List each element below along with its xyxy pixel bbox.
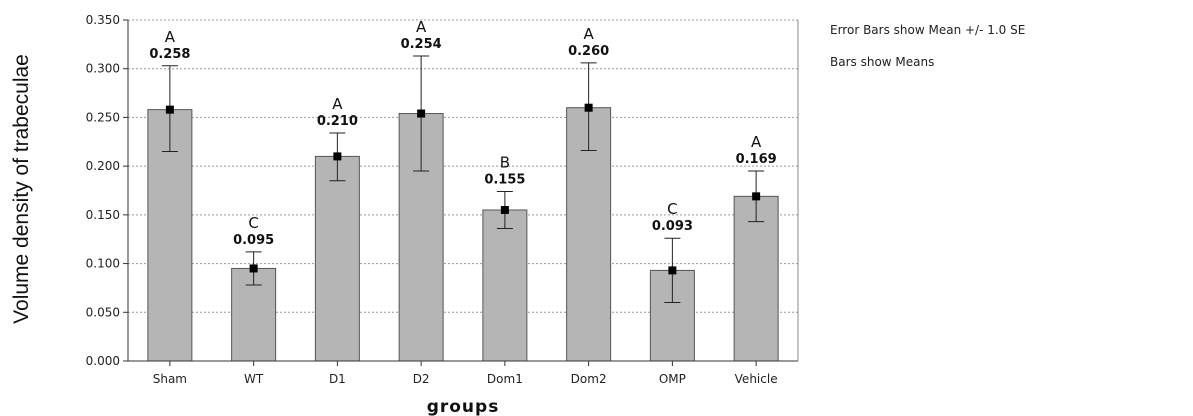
bar xyxy=(314,155,360,362)
axes-layer xyxy=(127,20,799,362)
significance-letter: A xyxy=(332,95,343,113)
mean-marker xyxy=(249,264,258,273)
bar xyxy=(482,209,528,362)
x-tick-label: D2 xyxy=(413,372,430,386)
bars-note: Bars show Means xyxy=(830,55,935,69)
data-label: 0.258 xyxy=(149,47,190,62)
significance-letter: A xyxy=(583,25,594,43)
grid-layer xyxy=(128,19,798,313)
x-tick-label: D1 xyxy=(329,372,346,386)
data-label: 0.155 xyxy=(484,172,525,187)
y-tick-label: 0.250 xyxy=(86,110,120,124)
x-tick-label: OMP xyxy=(659,372,686,386)
y-axis-label: Volume density of trabeculae xyxy=(10,54,33,324)
error-bar-note: Error Bars show Mean +/- 1.0 SE xyxy=(830,23,1026,37)
mean-marker xyxy=(752,192,761,201)
y-tick-label: 0.000 xyxy=(86,354,120,368)
ticks-layer: 0.000 0.050 0.100 0.150 0.200 0.250 0.300 0.350… xyxy=(86,13,778,386)
data-label: 0.260 xyxy=(568,44,609,59)
y-tick-label: 0.150 xyxy=(86,208,120,222)
significance-letter: A xyxy=(751,133,762,151)
mean-marker xyxy=(584,103,593,112)
mean-marker xyxy=(417,109,426,118)
significance-letter: C xyxy=(667,200,677,218)
data-label: 0.093 xyxy=(652,219,693,234)
y-tick-label: 0.350 xyxy=(86,13,120,27)
bars-layer: 0.258A0.095C0.210A0.254A0.155B0.260A0.09… xyxy=(147,18,779,362)
significance-letter: B xyxy=(500,153,510,171)
mean-marker xyxy=(333,152,342,161)
significance-letter: A xyxy=(416,18,427,36)
x-tick-label: Dom1 xyxy=(487,372,523,386)
data-label: 0.254 xyxy=(401,37,442,52)
chart-notes: Error Bars show Mean +/- 1.0 SE Bars sho… xyxy=(830,24,1025,88)
x-axis-label: groups xyxy=(427,397,500,416)
mean-marker xyxy=(500,205,509,214)
bar xyxy=(733,195,779,362)
y-tick-label: 0.050 xyxy=(86,305,120,319)
data-label: 0.095 xyxy=(233,233,274,248)
mean-marker xyxy=(165,105,174,114)
y-tick-label: 0.300 xyxy=(86,62,120,76)
x-tick-label: Vehicle xyxy=(735,372,778,386)
y-tick-label: 0.200 xyxy=(86,159,120,173)
data-label: 0.210 xyxy=(317,114,358,129)
x-tick-label: Dom2 xyxy=(571,372,607,386)
mean-marker xyxy=(668,266,677,275)
data-label: 0.169 xyxy=(736,152,777,167)
significance-letter: C xyxy=(248,214,258,232)
y-tick-label: 0.100 xyxy=(86,257,120,271)
significance-letter: A xyxy=(165,28,176,46)
x-tick-label: WT xyxy=(244,372,264,386)
x-tick-label: Sham xyxy=(153,372,187,386)
